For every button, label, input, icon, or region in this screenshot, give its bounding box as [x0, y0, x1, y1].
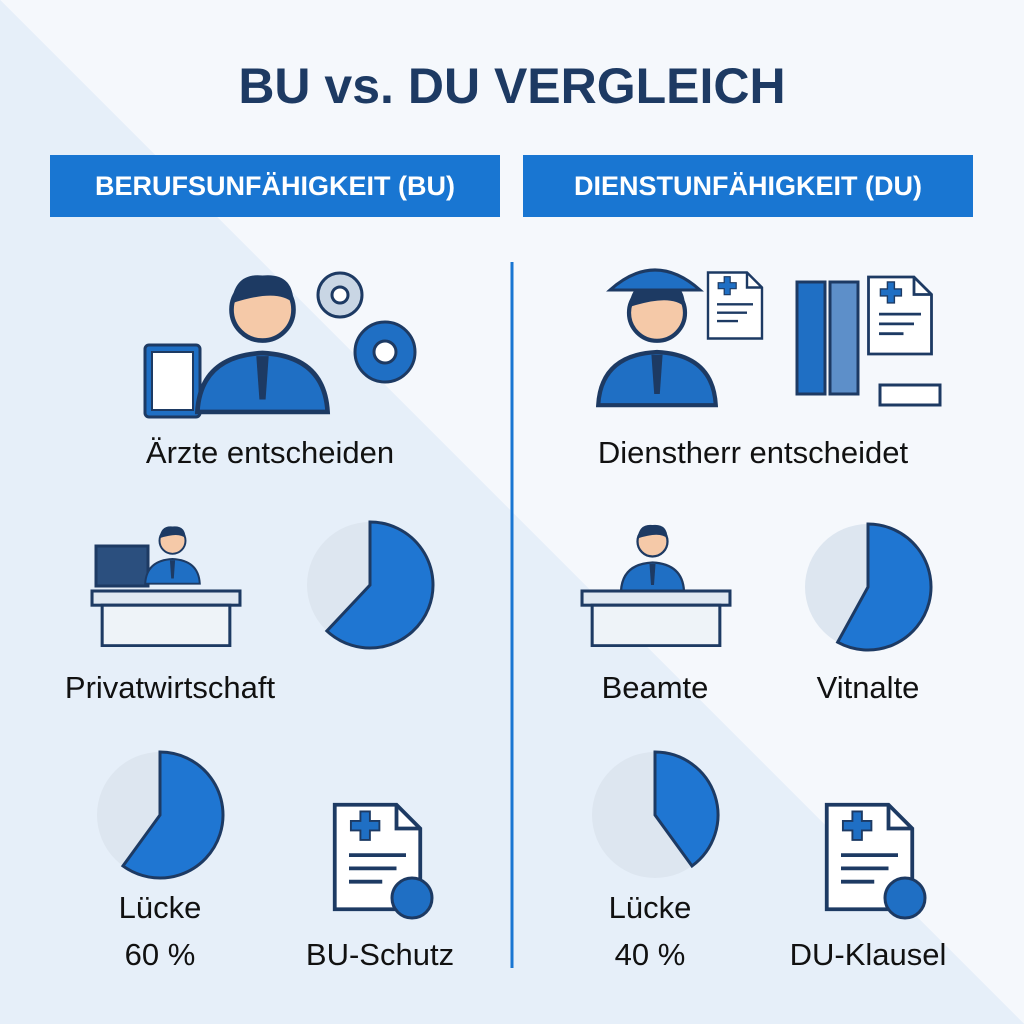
office-icon: [90, 525, 242, 647]
pie-slice: [324, 520, 435, 650]
gap-label: Lücke: [609, 890, 692, 925]
check-icon: [390, 876, 434, 920]
gap-value: 60 %: [125, 937, 196, 972]
sector-label: Privatwirtschaft: [65, 670, 276, 705]
gap-label: Lücke: [119, 890, 202, 925]
decision-label: Ärzte entscheiden: [146, 435, 394, 470]
doctor-icon: [143, 271, 417, 419]
pie-slice: [120, 750, 225, 880]
protection-label: DU-Klausel: [790, 937, 947, 972]
pie-slice: [653, 750, 720, 869]
pie-caption: Vitnalte: [817, 670, 920, 705]
header-box: [50, 155, 500, 217]
column-header: DIENSTUNFÄHIGKEIT (DU): [574, 171, 922, 201]
title: BU vs. DU VERGLEICH: [238, 58, 785, 114]
column-header: BERUFSUNFÄHIGKEIT (BU): [95, 171, 455, 201]
officer-icon: [598, 268, 942, 405]
protection-label: BU-Schutz: [306, 937, 454, 972]
sector-label: Beamte: [602, 670, 709, 705]
decision-label: Dienstherr entscheidet: [598, 435, 909, 470]
check-icon: [883, 876, 927, 920]
pie-slice: [835, 522, 933, 652]
gap-value: 40 %: [615, 937, 686, 972]
header-box: [523, 155, 973, 217]
